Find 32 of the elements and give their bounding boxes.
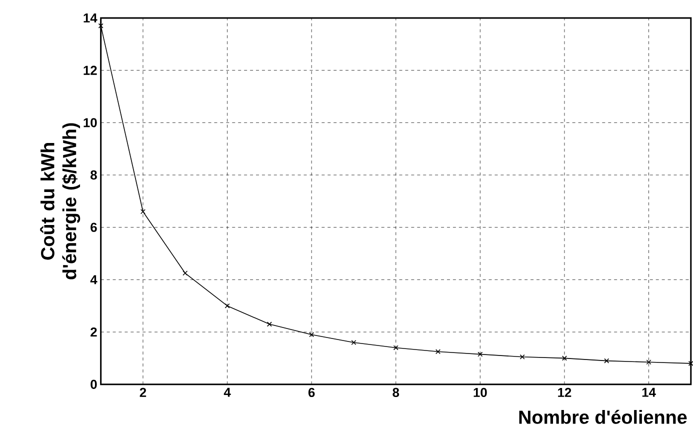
point: [182, 270, 188, 276]
point: [520, 354, 525, 360]
point: [98, 23, 104, 28]
point: [478, 352, 483, 357]
x-tick-label: 10: [474, 388, 487, 397]
y-tick-label: 4: [90, 275, 98, 284]
x-tick-label: 8: [392, 388, 400, 397]
x-tick-label: 12: [558, 388, 572, 397]
point: [351, 340, 356, 345]
x-tick-label: 4: [224, 388, 231, 397]
point: [604, 358, 610, 364]
point: [436, 349, 441, 354]
y-tick-label: 10: [84, 118, 97, 128]
y-axis-title: Coût du kWh d'énergie ($/kWh): [40, 123, 80, 280]
point: [140, 208, 146, 214]
x-tick-label: 2: [140, 388, 146, 397]
point: [224, 303, 230, 308]
x-axis-title: Nombre d'éolienne: [519, 410, 687, 424]
point: [266, 322, 272, 327]
point: [393, 345, 398, 350]
point: [646, 359, 652, 364]
point: [562, 356, 567, 361]
x-tick-label: 6: [308, 388, 315, 397]
y-tick-label: 2: [90, 327, 97, 336]
point: [309, 332, 314, 338]
y-tick-label: 8: [90, 170, 97, 180]
x-tick-label: 14: [642, 388, 656, 397]
point: [688, 360, 693, 366]
y-tick-label: 14: [84, 13, 98, 22]
y-tick-label: 12: [84, 66, 97, 75]
y-tick-label: 0: [90, 380, 97, 389]
y-tick-label: 6: [90, 222, 97, 232]
